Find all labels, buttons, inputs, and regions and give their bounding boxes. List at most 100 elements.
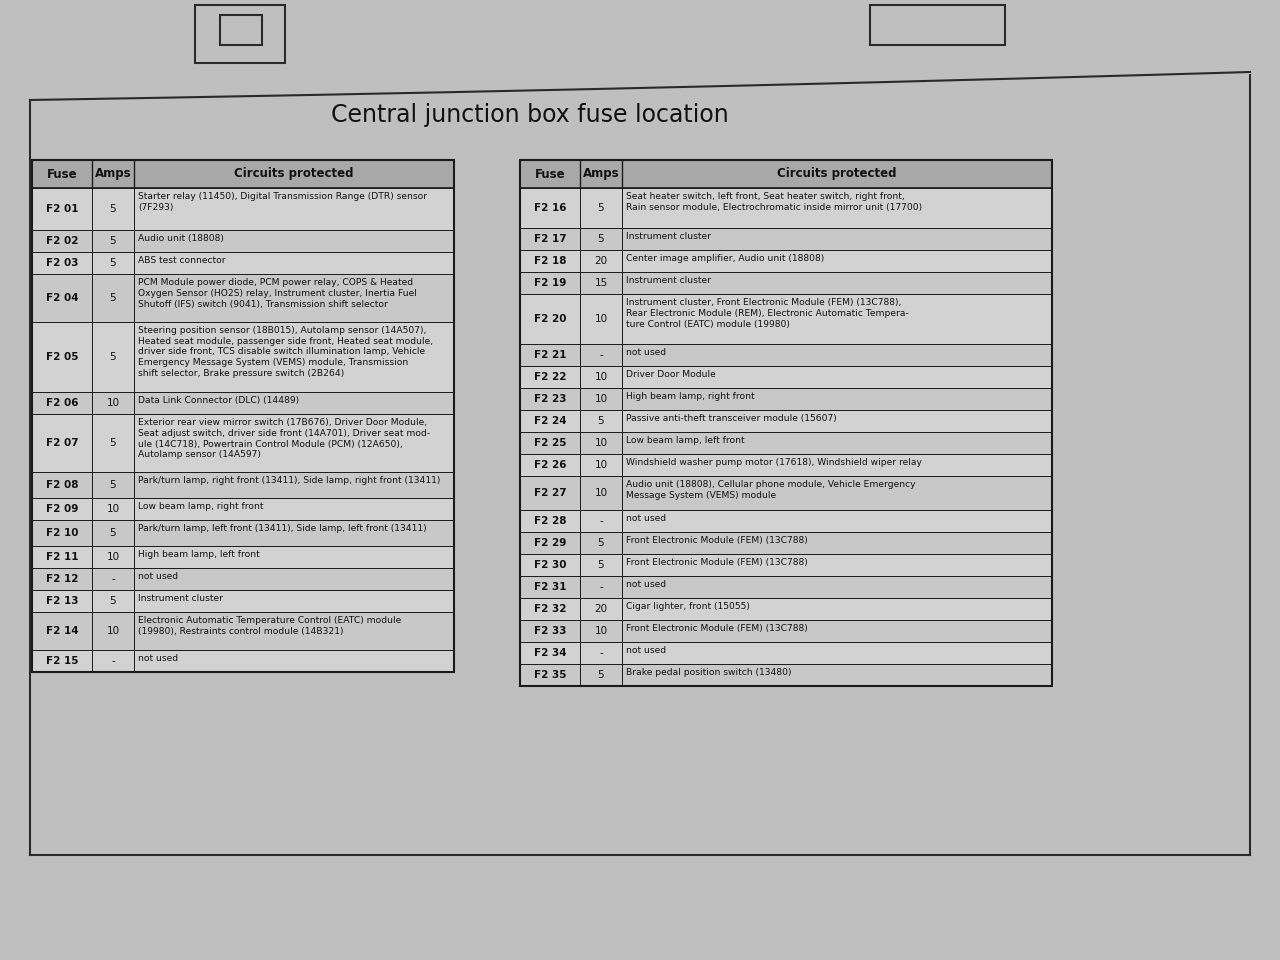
Bar	[520, 272, 1052, 294]
Text: Audio unit (18808), Cellular phone module, Vehicle Emergency
Message System (VEM: Audio unit (18808), Cellular phone modul…	[626, 480, 915, 500]
Text: PCM Module power diode, PCM power relay, COPS & Heated
Oxygen Sensor (HO2S) rela: PCM Module power diode, PCM power relay,…	[138, 278, 417, 308]
Text: Seat heater switch, left front, Seat heater switch, right front,
Rain sensor mod: Seat heater switch, left front, Seat hea…	[626, 192, 922, 212]
Bar	[32, 650, 454, 672]
Bar	[520, 228, 1052, 250]
Text: 5: 5	[598, 416, 604, 426]
Text: F2 33: F2 33	[534, 626, 566, 636]
Text: F2 27: F2 27	[534, 488, 566, 498]
Bar	[520, 294, 1052, 344]
Text: -: -	[599, 350, 603, 360]
Text: Amps: Amps	[95, 167, 132, 180]
Text: Center image amplifier, Audio unit (18808): Center image amplifier, Audio unit (1880…	[626, 254, 824, 263]
Bar	[32, 414, 454, 472]
Bar	[520, 160, 1052, 686]
Text: High beam lamp, right front: High beam lamp, right front	[626, 392, 755, 401]
Text: F2 02: F2 02	[46, 236, 78, 246]
Bar	[32, 498, 454, 520]
Text: F2 26: F2 26	[534, 460, 566, 470]
Text: 5: 5	[110, 438, 116, 448]
Bar	[520, 620, 1052, 642]
Bar	[32, 650, 454, 672]
Text: 10: 10	[106, 398, 119, 408]
Text: 5: 5	[110, 480, 116, 490]
Text: 5: 5	[110, 236, 116, 246]
Bar	[520, 344, 1052, 366]
Text: Circuits protected: Circuits protected	[234, 167, 353, 180]
Bar	[32, 230, 454, 252]
Text: Low beam lamp, right front: Low beam lamp, right front	[138, 502, 264, 511]
Text: F2 18: F2 18	[534, 256, 566, 266]
Bar	[32, 612, 454, 650]
Text: F2 10: F2 10	[46, 528, 78, 538]
Text: Audio unit (18808): Audio unit (18808)	[138, 234, 224, 243]
Bar	[520, 510, 1052, 532]
Text: 5: 5	[598, 538, 604, 548]
Text: -: -	[111, 656, 115, 666]
Bar	[32, 230, 454, 252]
Text: Exterior rear view mirror switch (17B676), Driver Door Module,
Seat adjust switc: Exterior rear view mirror switch (17B676…	[138, 418, 430, 459]
Text: 10: 10	[594, 460, 608, 470]
Text: -: -	[111, 574, 115, 584]
Bar	[520, 366, 1052, 388]
Bar	[520, 294, 1052, 344]
Text: 5: 5	[110, 528, 116, 538]
Text: F2 15: F2 15	[46, 656, 78, 666]
Bar	[32, 520, 454, 546]
Text: Central junction box fuse location: Central junction box fuse location	[332, 103, 728, 127]
Text: 10: 10	[594, 372, 608, 382]
Text: F2 30: F2 30	[534, 560, 566, 570]
Bar	[520, 388, 1052, 410]
Bar	[520, 532, 1052, 554]
Text: -: -	[599, 648, 603, 658]
Text: 20: 20	[594, 604, 608, 614]
Text: 5: 5	[598, 203, 604, 213]
Text: F2 28: F2 28	[534, 516, 566, 526]
Text: F2 21: F2 21	[534, 350, 566, 360]
Text: F2 05: F2 05	[46, 352, 78, 362]
Bar	[520, 188, 1052, 228]
Text: Fuse: Fuse	[535, 167, 566, 180]
Bar	[870, 5, 1005, 45]
Text: 5: 5	[598, 670, 604, 680]
Bar	[520, 410, 1052, 432]
Text: F2 31: F2 31	[534, 582, 566, 592]
Text: Starter relay (11450), Digital Transmission Range (DTR) sensor
(7F293): Starter relay (11450), Digital Transmiss…	[138, 192, 428, 212]
Text: not used: not used	[626, 348, 666, 357]
Text: F2 06: F2 06	[46, 398, 78, 408]
Bar	[32, 472, 454, 498]
Text: Driver Door Module: Driver Door Module	[626, 370, 716, 379]
Bar	[520, 388, 1052, 410]
Text: 5: 5	[598, 234, 604, 244]
Text: 10: 10	[594, 626, 608, 636]
Text: F2 12: F2 12	[46, 574, 78, 584]
Text: 20: 20	[594, 256, 608, 266]
Bar	[520, 160, 1052, 188]
Text: 10: 10	[594, 314, 608, 324]
Text: Steering position sensor (18B015), Autolamp sensor (14A507),
Heated seat module,: Steering position sensor (18B015), Autol…	[138, 326, 433, 378]
Bar	[32, 322, 454, 392]
Text: 10: 10	[594, 488, 608, 498]
Text: 5: 5	[598, 560, 604, 570]
Text: not used: not used	[626, 514, 666, 523]
Text: not used: not used	[626, 580, 666, 589]
Bar	[520, 228, 1052, 250]
Bar	[520, 664, 1052, 686]
Bar	[520, 576, 1052, 598]
Bar	[32, 322, 454, 392]
Bar	[520, 454, 1052, 476]
Bar	[520, 664, 1052, 686]
Text: F2 08: F2 08	[46, 480, 78, 490]
Bar	[32, 188, 454, 230]
Bar	[32, 472, 454, 498]
Bar	[32, 160, 454, 188]
Text: Instrument cluster: Instrument cluster	[138, 594, 223, 603]
Bar	[520, 250, 1052, 272]
Text: F2 20: F2 20	[534, 314, 566, 324]
Bar	[520, 272, 1052, 294]
Text: -: -	[599, 516, 603, 526]
Bar	[32, 160, 454, 188]
Text: Front Electronic Module (FEM) (13C788): Front Electronic Module (FEM) (13C788)	[626, 536, 808, 545]
Bar	[32, 274, 454, 322]
Text: F2 34: F2 34	[534, 648, 566, 658]
Bar	[520, 454, 1052, 476]
